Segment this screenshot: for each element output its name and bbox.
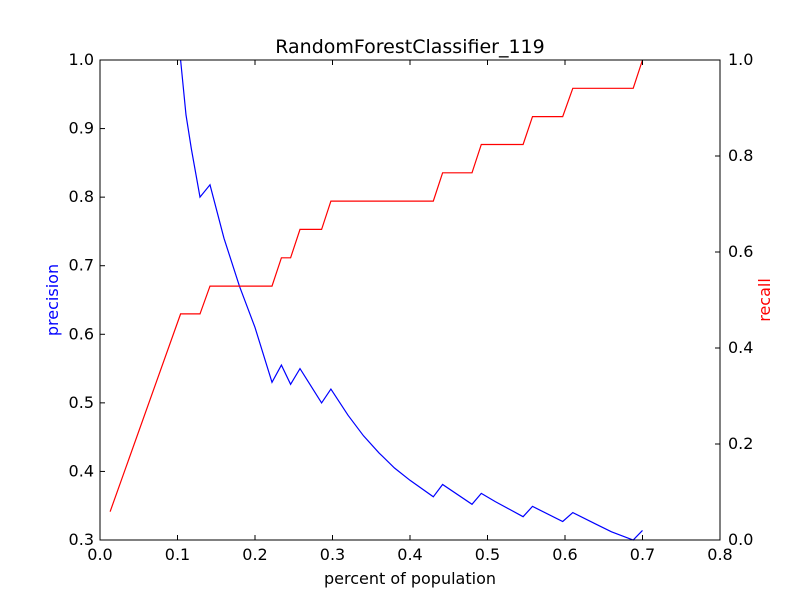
y2-tick-label: 0.4	[728, 338, 753, 357]
chart-title: RandomForestClassifier_119	[275, 36, 544, 58]
y-tick-label: 1.0	[69, 50, 94, 69]
y2-tick-label: 0.2	[728, 434, 753, 453]
y2-tick-label: 0.0	[728, 530, 753, 549]
y2-axis-label: recall	[755, 278, 774, 322]
plot-frame	[99, 59, 721, 541]
y-tick-label: 0.6	[69, 324, 94, 343]
recall-line	[109, 59, 644, 512]
y-tick-label: 0.8	[69, 187, 94, 206]
x-tick-label: 0.0	[87, 545, 112, 564]
y2-tick-label: 0.8	[728, 146, 753, 165]
x-axis-label: percent of population	[324, 569, 496, 588]
x-tick-label: 0.4	[397, 545, 422, 564]
precision-line	[180, 59, 643, 541]
y-tick-label: 0.4	[69, 461, 94, 480]
x-tick-label: 0.6	[552, 545, 577, 564]
x-tick-label: 0.2	[242, 545, 267, 564]
x-tick-label: 0.5	[475, 545, 500, 564]
ticks-layer: 0.0 0.1 0.2 0.3 0.4 0.5 0.6 0.7 0.8 0.3 0.4 0.5 0.6 0…	[69, 50, 754, 564]
y-tick-label: 0.5	[69, 393, 94, 412]
y2-tick-label: 1.0	[728, 50, 753, 69]
x-tick-label: 0.7	[630, 545, 655, 564]
x-tick-label: 0.3	[320, 545, 345, 564]
x-tick-label: 0.1	[165, 545, 190, 564]
y-tick-label: 0.9	[69, 119, 94, 138]
y-axis-label: precision	[43, 264, 62, 336]
y-tick-label: 0.3	[69, 530, 94, 549]
y-tick-label: 0.7	[69, 256, 94, 275]
x-tick-label: 0.8	[707, 545, 732, 564]
series-layer	[109, 59, 644, 541]
y2-tick-label: 0.6	[728, 242, 753, 261]
